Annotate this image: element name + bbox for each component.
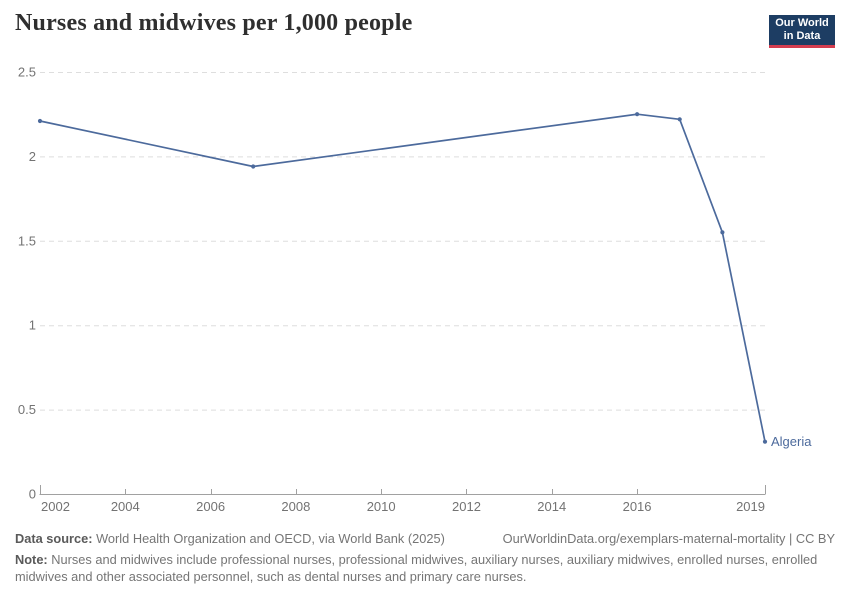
x-tick-label: 2010 xyxy=(367,499,396,514)
x-tick-label: 2012 xyxy=(452,499,481,514)
owid-logo-line2: in Data xyxy=(783,30,821,42)
data-point-marker xyxy=(37,118,43,124)
page-title: Nurses and midwives per 1,000 people xyxy=(15,10,413,36)
x-tick-label: 2019 xyxy=(736,499,765,514)
x-tick-label: 2002 xyxy=(41,499,70,514)
owid-logo: Our World in Data xyxy=(769,15,835,48)
chart-footer: Data source: World Health Organization a… xyxy=(15,531,835,585)
note-text: Nurses and midwives include professional… xyxy=(15,552,818,584)
y-tick-label: 2.5 xyxy=(18,65,36,80)
x-tick-label: 2004 xyxy=(111,499,140,514)
line-chart: 0 0.5 1 1.5 2 2.5 2002 2004 2006 2008 2010 2012 2014… xyxy=(18,65,812,515)
data-source-label: Data source: xyxy=(15,531,93,546)
y-tick-label: 1.5 xyxy=(18,233,36,248)
note-label: Note: xyxy=(15,552,48,567)
y-tick-label: 2 xyxy=(29,149,36,164)
chart-note: Note: Nurses and midwives include profes… xyxy=(15,551,835,585)
data-point-marker xyxy=(762,439,768,444)
y-tick-label: 0.5 xyxy=(18,402,36,417)
data-point-marker xyxy=(635,112,640,117)
x-tick-label: 2008 xyxy=(281,499,310,514)
data-point-marker xyxy=(720,230,725,235)
data-point-marker xyxy=(677,117,682,122)
x-tick-label: 2014 xyxy=(537,499,566,514)
x-tick-label: 2016 xyxy=(623,499,652,514)
data-source: Data source: World Health Organization a… xyxy=(15,531,445,546)
series-end-label: Algeria xyxy=(771,434,812,449)
data-line xyxy=(39,113,766,443)
data-source-text: World Health Organization and OECD, via … xyxy=(92,531,445,546)
x-tick-label: 2006 xyxy=(196,499,225,514)
y-tick-label: 0 xyxy=(29,487,36,502)
attribution-link[interactable]: OurWorldinData.org/exemplars-maternal-mo… xyxy=(502,531,835,546)
data-point-marker xyxy=(251,164,256,169)
owid-logo-line1: Our World xyxy=(775,17,829,29)
y-tick-label: 1 xyxy=(29,318,36,333)
